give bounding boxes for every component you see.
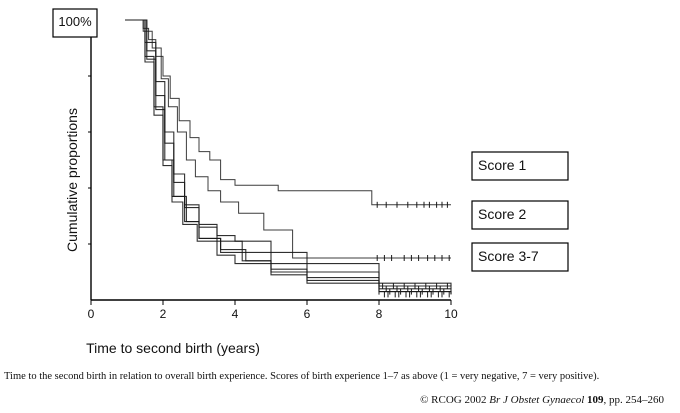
top-label: 100% bbox=[58, 14, 92, 29]
x-axis-label: Time to second birth (years) bbox=[86, 340, 260, 356]
annotation-box bbox=[471, 200, 569, 230]
annotation-label: Score 1 bbox=[478, 157, 526, 173]
x-tick-label: 10 bbox=[444, 307, 458, 321]
x-tick-label: 0 bbox=[88, 307, 95, 321]
credit-volume: 109 bbox=[587, 394, 604, 406]
annotation-box bbox=[471, 151, 569, 181]
x-tick-label: 8 bbox=[376, 307, 383, 321]
credit-prefix: © RCOG 2002 bbox=[420, 394, 490, 406]
series-line-2 bbox=[125, 19, 451, 259]
x-tick-label: 4 bbox=[232, 307, 239, 321]
annotations: 100% Score 1 Score 2 Score 3-7 bbox=[52, 8, 569, 272]
credit-journal: Br J Obstet Gynaecol bbox=[489, 394, 585, 406]
series-line-1 bbox=[125, 19, 451, 206]
annotation-box bbox=[471, 242, 569, 272]
x-tick-label: 2 bbox=[160, 307, 167, 321]
series-line-7 bbox=[125, 19, 452, 295]
series-lines bbox=[125, 19, 452, 295]
copyright-credit: © RCOG 2002 Br J Obstet Gynaecol 109, pp… bbox=[420, 394, 664, 406]
figure-caption: Time to the second birth in relation to … bbox=[4, 371, 600, 382]
x-tick-label: 6 bbox=[304, 307, 311, 321]
credit-pages: , pp. 254–260 bbox=[603, 394, 665, 406]
series-line-4 bbox=[125, 19, 452, 289]
top-label-box bbox=[52, 8, 98, 38]
annotation-label: Score 3-7 bbox=[478, 248, 539, 264]
censor-marks bbox=[376, 201, 450, 298]
y-axis-label: Cumulative proportions bbox=[64, 108, 80, 252]
axes: 0 2 4 6 8 10 bbox=[88, 20, 458, 321]
annotation-label: Score 2 bbox=[478, 206, 526, 222]
